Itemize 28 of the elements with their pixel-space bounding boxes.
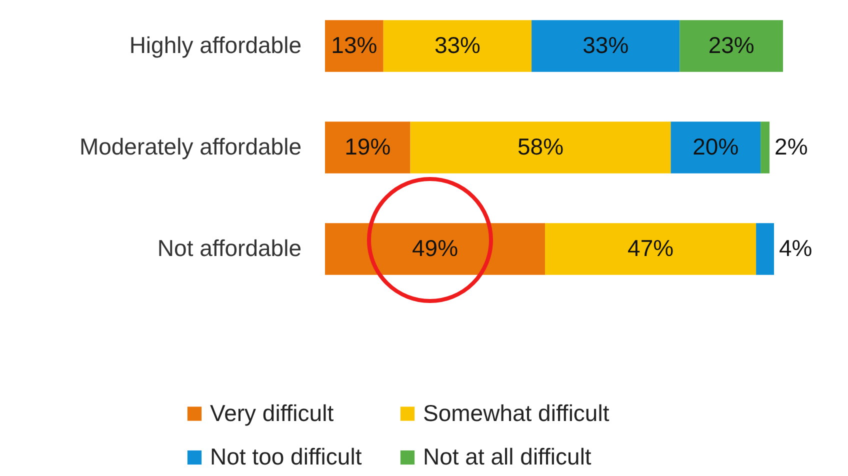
bar [383,20,532,72]
legend-label: Very difficult [210,400,334,426]
legend-label: Not too difficult [210,444,362,470]
bar [760,122,770,174]
data-label: 2% [774,134,808,160]
legend-label: Somewhat difficult [423,400,610,426]
bar [680,20,783,72]
bar [325,20,384,72]
data-label: 19% [344,134,391,160]
data-label: 13% [331,32,378,58]
bar [325,122,410,174]
bar [670,122,761,174]
bar [545,223,756,275]
y-tick-label: Moderately affordable [79,134,302,160]
data-label: 47% [628,234,674,261]
data-label: 4% [779,234,812,261]
data-label: 49% [412,234,458,261]
data-label: 58% [518,134,564,160]
legend-label: Not at all difficult [423,444,592,470]
y-tick-label: Highly affordable [129,32,302,58]
data-label: 23% [708,32,754,58]
data-label: 20% [692,134,739,160]
y-tick-label: Not affordable [157,234,302,261]
data-label: 33% [582,32,629,58]
data-label: 33% [434,32,480,58]
bar [410,122,671,174]
bar [532,20,680,72]
bar [756,223,774,275]
